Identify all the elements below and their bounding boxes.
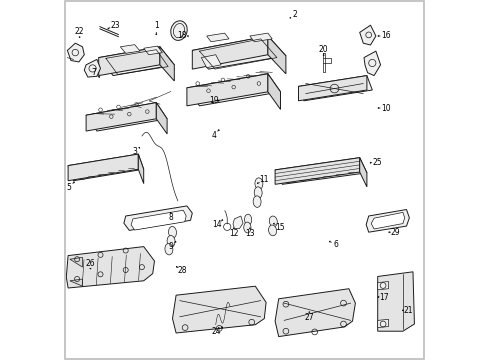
- Text: 20: 20: [318, 45, 328, 54]
- Polygon shape: [275, 158, 359, 184]
- Text: 2: 2: [292, 10, 297, 19]
- Text: 22: 22: [75, 27, 84, 36]
- Polygon shape: [232, 216, 243, 229]
- Polygon shape: [275, 289, 355, 337]
- Ellipse shape: [254, 187, 262, 198]
- Polygon shape: [366, 210, 408, 232]
- Ellipse shape: [268, 225, 276, 236]
- Text: 9: 9: [168, 242, 173, 251]
- Text: 14: 14: [212, 220, 222, 229]
- Text: 16: 16: [380, 31, 389, 40]
- Polygon shape: [186, 74, 267, 106]
- Text: 28: 28: [178, 266, 187, 275]
- Text: 5: 5: [66, 183, 71, 192]
- Polygon shape: [363, 51, 380, 76]
- Text: 24: 24: [211, 327, 221, 336]
- Polygon shape: [131, 210, 186, 230]
- Polygon shape: [123, 206, 192, 230]
- Ellipse shape: [244, 222, 250, 233]
- Polygon shape: [160, 47, 174, 81]
- Text: 23: 23: [110, 21, 120, 30]
- Polygon shape: [249, 33, 272, 42]
- Polygon shape: [267, 36, 285, 74]
- Polygon shape: [70, 279, 82, 286]
- Text: 11: 11: [259, 175, 268, 184]
- Ellipse shape: [253, 196, 261, 207]
- Text: 17: 17: [379, 292, 388, 302]
- Text: 13: 13: [244, 230, 254, 239]
- Text: 3: 3: [132, 147, 137, 156]
- Polygon shape: [86, 103, 156, 131]
- Polygon shape: [298, 76, 371, 101]
- Polygon shape: [377, 282, 387, 290]
- Text: 18: 18: [177, 31, 186, 40]
- Text: 1: 1: [154, 21, 158, 30]
- Polygon shape: [70, 257, 82, 267]
- Text: 15: 15: [274, 223, 284, 232]
- Polygon shape: [172, 286, 265, 333]
- Polygon shape: [192, 36, 285, 69]
- Polygon shape: [99, 47, 160, 76]
- Polygon shape: [370, 212, 404, 229]
- Text: 27: 27: [304, 313, 313, 322]
- Polygon shape: [377, 272, 413, 331]
- Polygon shape: [186, 74, 280, 106]
- Ellipse shape: [168, 226, 176, 238]
- Text: 8: 8: [168, 213, 173, 222]
- Ellipse shape: [167, 235, 175, 247]
- Polygon shape: [68, 154, 138, 181]
- Polygon shape: [275, 158, 366, 184]
- Polygon shape: [86, 103, 167, 131]
- Polygon shape: [120, 45, 140, 53]
- Polygon shape: [66, 247, 154, 288]
- Text: 12: 12: [228, 230, 238, 239]
- Ellipse shape: [269, 216, 277, 227]
- Polygon shape: [68, 154, 143, 181]
- Polygon shape: [298, 76, 366, 101]
- Polygon shape: [377, 319, 387, 328]
- Polygon shape: [99, 47, 174, 76]
- Polygon shape: [201, 55, 221, 68]
- Polygon shape: [267, 74, 280, 109]
- Polygon shape: [192, 36, 267, 69]
- Polygon shape: [84, 59, 101, 77]
- Polygon shape: [206, 33, 228, 42]
- Text: 7: 7: [91, 68, 96, 77]
- Polygon shape: [67, 43, 84, 62]
- Text: 29: 29: [390, 228, 400, 237]
- Text: 4: 4: [211, 130, 216, 139]
- Ellipse shape: [170, 21, 187, 40]
- Polygon shape: [359, 25, 375, 45]
- Text: 19: 19: [209, 96, 218, 105]
- Ellipse shape: [254, 178, 263, 189]
- Ellipse shape: [164, 243, 173, 255]
- Text: 6: 6: [333, 240, 338, 249]
- Polygon shape: [156, 103, 167, 134]
- Text: 25: 25: [371, 158, 381, 167]
- Polygon shape: [359, 158, 366, 187]
- Text: 21: 21: [403, 306, 412, 315]
- Text: 10: 10: [380, 104, 389, 112]
- Polygon shape: [143, 46, 162, 55]
- Polygon shape: [138, 154, 143, 184]
- Ellipse shape: [244, 214, 251, 225]
- Text: 26: 26: [85, 259, 95, 268]
